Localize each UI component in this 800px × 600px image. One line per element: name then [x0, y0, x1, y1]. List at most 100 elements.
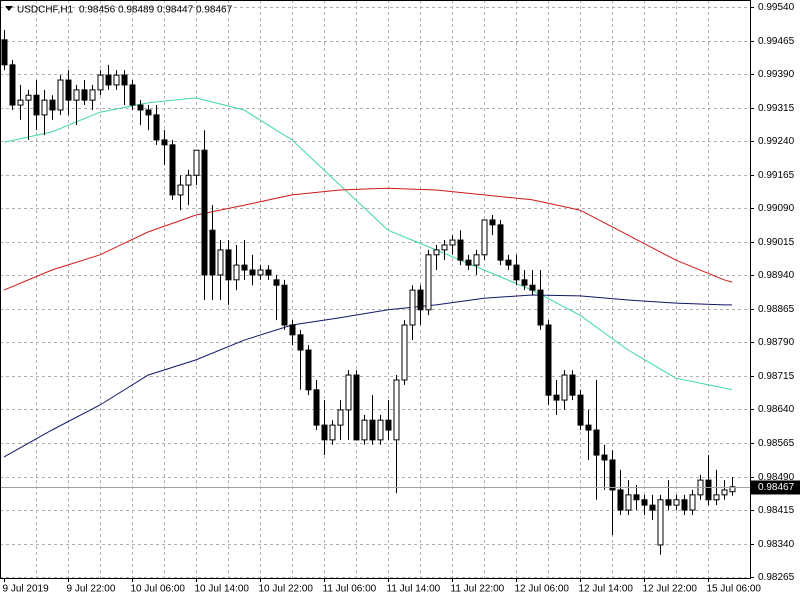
candle-body	[113, 74, 120, 86]
y-tick-label: 0.99465	[758, 36, 795, 47]
candle-body	[577, 394, 584, 426]
candle-body	[369, 419, 376, 441]
candle-body	[81, 89, 88, 101]
candle-body	[657, 499, 664, 546]
y-tick-label: 0.99390	[758, 69, 795, 80]
x-tick-label: 12 Jul 22:00	[643, 584, 698, 595]
candle-body	[609, 459, 616, 491]
candle-body	[473, 254, 480, 266]
candle-body	[385, 419, 392, 431]
candle-body	[297, 334, 304, 351]
y-tick-label: 0.99090	[758, 203, 795, 214]
candle-body	[169, 144, 176, 196]
candle-body	[401, 324, 408, 381]
candle-body	[153, 114, 160, 141]
y-tick-label: 0.99015	[758, 237, 795, 248]
x-tick-label: 9 Jul 2019	[3, 584, 50, 595]
x-tick-label: 10 Jul 22:00	[259, 584, 314, 595]
candle-body	[545, 324, 552, 396]
candle-body	[601, 454, 608, 461]
candle-body	[49, 99, 56, 111]
candle-body	[305, 349, 312, 391]
candle-body	[353, 374, 360, 441]
candle-body	[137, 104, 144, 111]
candle-body	[17, 99, 24, 106]
candle-body	[289, 324, 296, 336]
candle-body	[345, 374, 352, 411]
candle-body	[209, 229, 216, 276]
candle-body	[273, 279, 280, 286]
candle-body	[193, 149, 200, 176]
candle-body	[617, 489, 624, 511]
candle-body	[665, 499, 672, 506]
candle-body	[249, 269, 256, 276]
candle-body	[241, 264, 248, 271]
plot-frame	[0, 0, 751, 579]
candle-body	[505, 259, 512, 266]
candle-body	[449, 239, 456, 246]
y-tick-label: 0.99165	[758, 170, 795, 181]
candle-body	[1, 39, 8, 66]
candle-body	[593, 429, 600, 456]
candle-body	[177, 184, 184, 196]
y-tick-label: 0.98490	[758, 472, 795, 483]
y-tick-label: 0.99315	[758, 103, 795, 114]
candle-body	[585, 424, 592, 431]
candle-body	[681, 499, 688, 511]
candle-body	[673, 499, 680, 506]
candle-body	[257, 269, 264, 276]
candle-body	[361, 419, 368, 441]
collapse-icon[interactable]	[5, 6, 13, 11]
candle-body	[729, 486, 736, 493]
candle-body	[537, 289, 544, 326]
candle-body	[393, 379, 400, 441]
candle-body	[185, 174, 192, 186]
header-close: 0.98467	[196, 5, 233, 16]
candle-body	[73, 89, 80, 101]
candle-body	[497, 224, 504, 261]
header-high: 0.98489	[118, 5, 155, 16]
plot	[0, 29, 750, 555]
candle-body	[721, 489, 728, 496]
y-tick-label: 0.98865	[758, 304, 795, 315]
y-tick-label: 0.98640	[758, 404, 795, 415]
y-tick-label: 0.98715	[758, 371, 795, 382]
candle-body	[129, 84, 136, 106]
candle-body	[9, 64, 16, 106]
candle-body	[409, 289, 416, 326]
candle-body	[553, 394, 560, 401]
y-tick-label: 0.99540	[758, 2, 795, 13]
header: USDCHF,H1 0.98456 0.98489 0.98447 0.9846…	[17, 5, 233, 16]
y-tick-label: 0.99240	[758, 136, 795, 147]
candle-body	[33, 94, 40, 116]
x-tick-label: 15 Jul 06:00	[707, 584, 762, 595]
y-tick-label: 0.98265	[758, 572, 795, 583]
candle-body	[265, 269, 272, 276]
moving-average	[3, 187, 733, 291]
candle-body	[633, 494, 640, 501]
y-tick-label: 0.98340	[758, 539, 795, 550]
symbol: USDCHF,H1	[17, 5, 74, 16]
candle-body	[337, 409, 344, 426]
x-tick-label: 12 Jul 06:00	[515, 584, 570, 595]
y-tick-label: 0.98940	[758, 270, 795, 281]
candle-body	[233, 264, 240, 281]
candle-body	[225, 249, 232, 281]
candle-body	[57, 79, 64, 111]
x-tick-label: 11 Jul 14:00	[387, 584, 441, 595]
header-open: 0.98456	[79, 5, 116, 16]
candle-body	[97, 74, 104, 91]
y-tick-label: 0.98790	[758, 337, 795, 348]
candle-body	[457, 239, 464, 261]
current-price-label: 0.98467	[758, 482, 795, 493]
candle-body	[201, 149, 208, 276]
x-tick-label: 10 Jul 06:00	[131, 584, 186, 595]
y-tick-label: 0.98565	[758, 438, 795, 449]
y-tick-label: 0.98415	[758, 505, 795, 516]
candle-body	[569, 374, 576, 396]
candle-body	[689, 494, 696, 511]
candle-body	[521, 279, 528, 286]
moving-average	[3, 294, 732, 458]
x-tick-label: 9 Jul 22:00	[67, 584, 116, 595]
candle-body	[641, 499, 648, 506]
